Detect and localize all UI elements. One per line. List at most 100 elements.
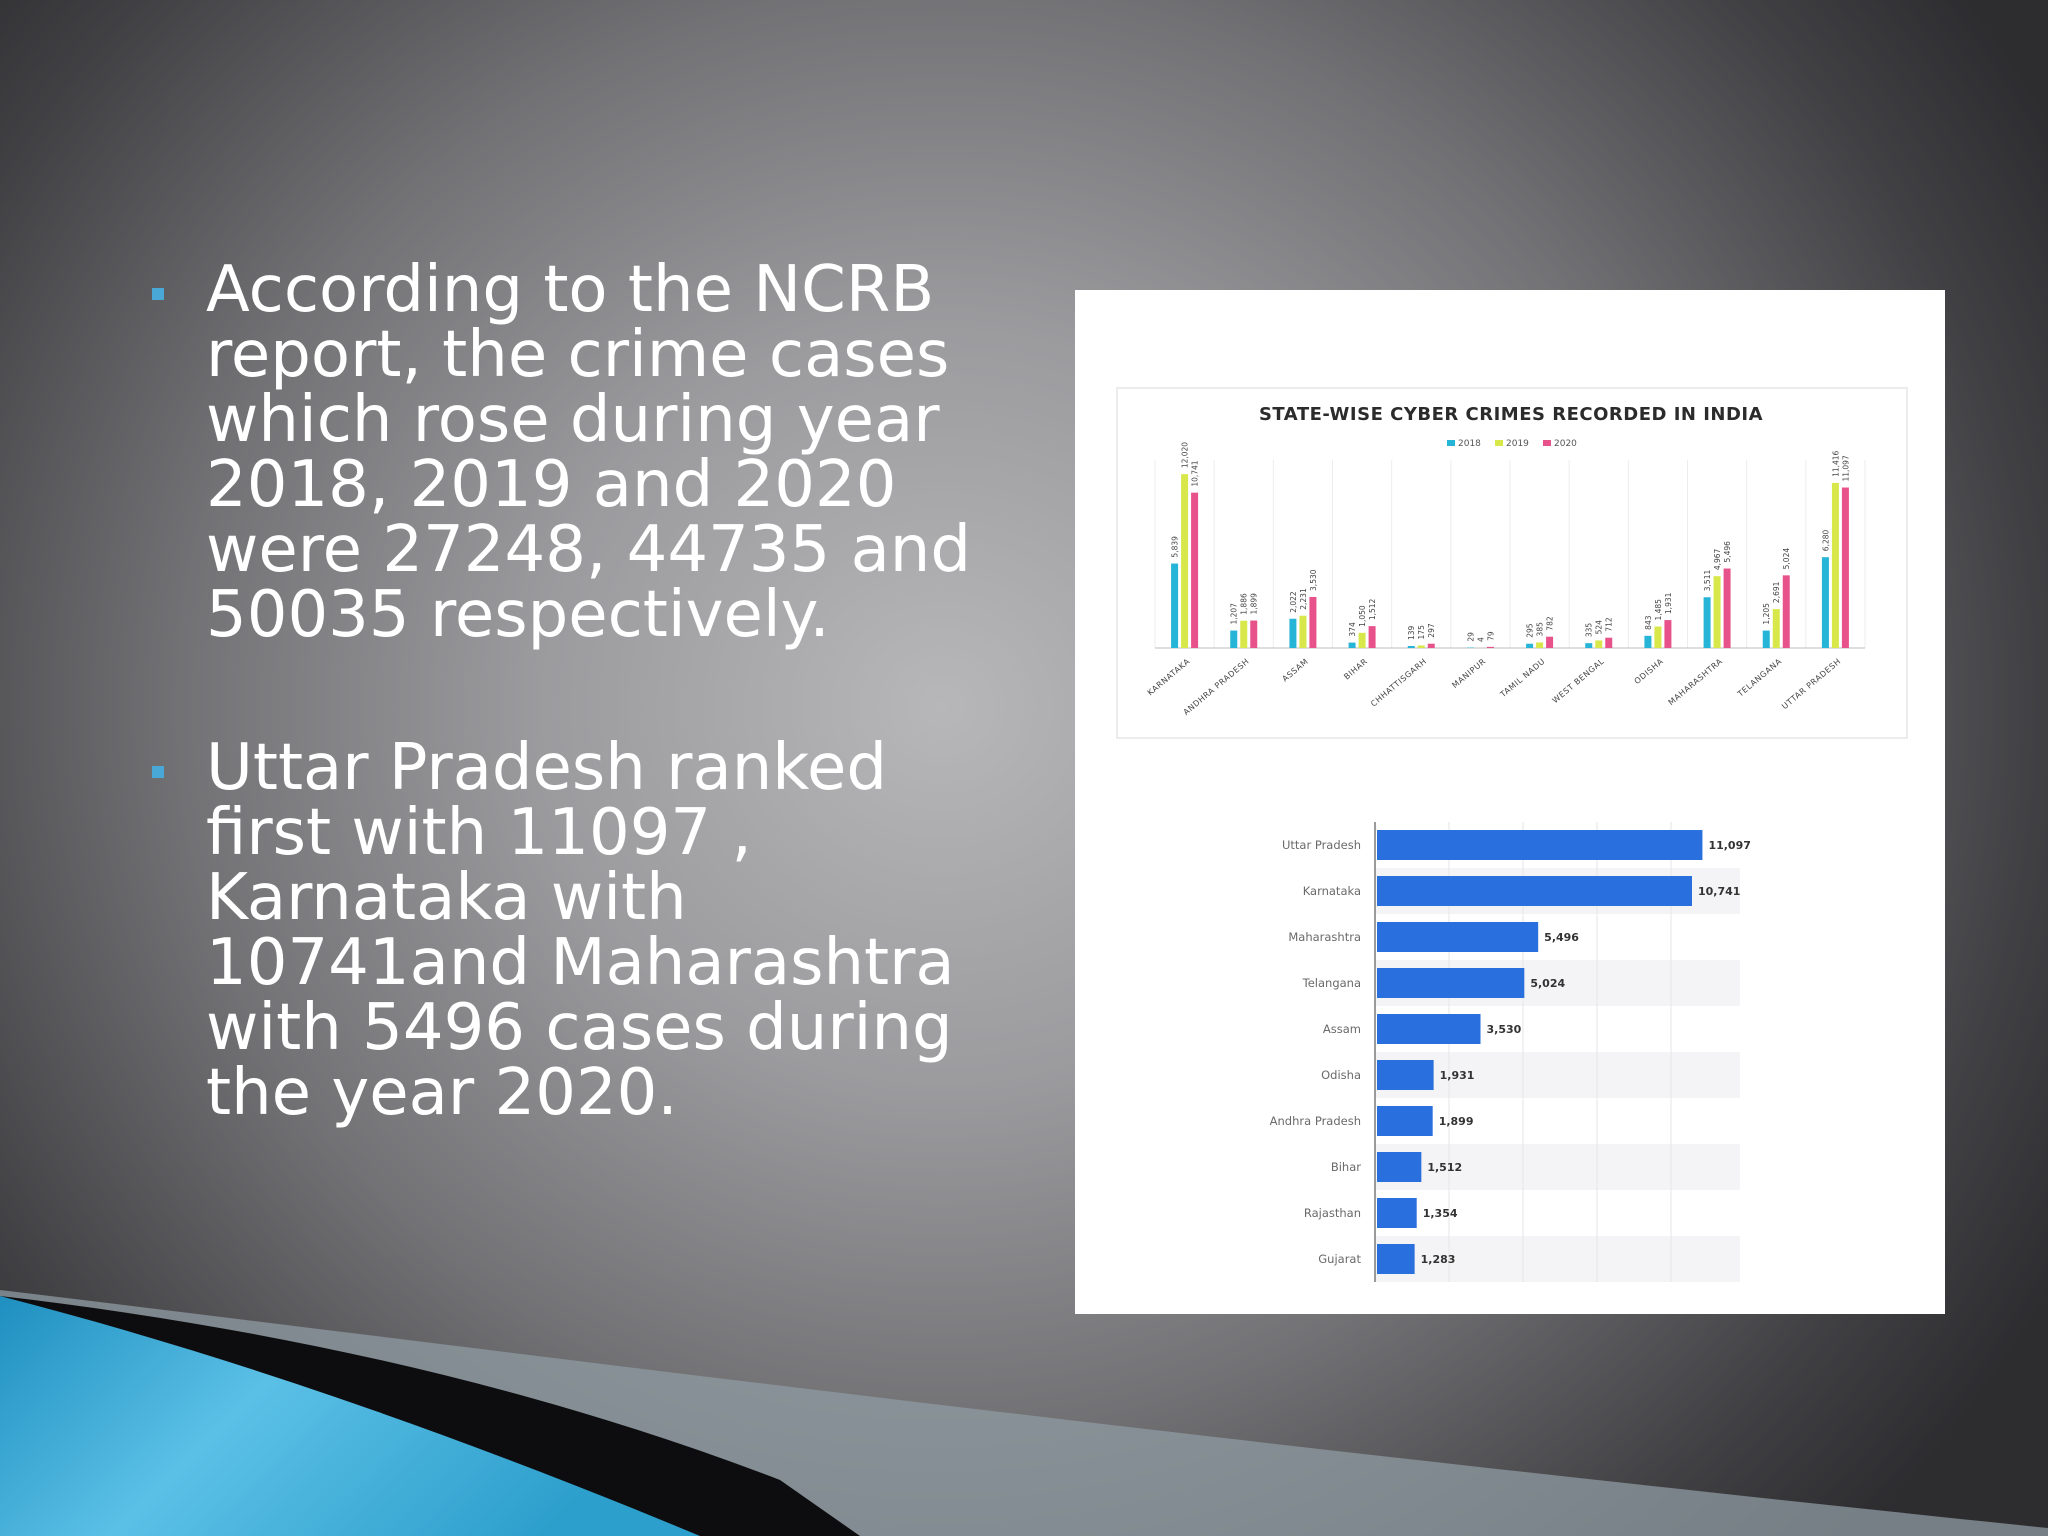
chart1-bar-2018 [1171,563,1179,648]
bullet-marker-icon [152,288,164,300]
chart1-tick-label: CHHATTISGARH [1369,657,1428,709]
chart1-data-label: 1,886 [1240,593,1249,615]
chart2-data-label: 5,024 [1530,977,1565,990]
chart1-bar-2020 [1191,492,1199,648]
chart2-data-label: 1,899 [1439,1115,1474,1128]
legend-swatch-2018 [1447,440,1455,446]
chart2-category-label: Telangana [1302,976,1361,990]
chart1-data-label: 6,280 [1821,529,1830,551]
chart2-category-label: Maharashtra [1288,930,1361,944]
chart1-data-label: 11,097 [1841,455,1850,481]
chart1-data-label: 1,205 [1762,603,1771,625]
chart1-data-label: 1,512 [1368,598,1377,620]
chart1-bar-2018 [1526,643,1534,648]
chart1-data-label: 1,931 [1664,592,1673,614]
chart2-row-band [1375,1236,1740,1282]
chart1-bar-2018 [1348,642,1356,648]
chart2-category-label: Odisha [1321,1068,1361,1082]
chart1-data-label: 374 [1348,622,1357,637]
chart1-bar-2018 [1644,635,1652,648]
chart1-data-label: 1,485 [1654,599,1663,621]
chart2-data-label: 1,931 [1440,1069,1475,1082]
chart1-data-label: 385 [1536,622,1545,637]
chart1-bar-2020 [1250,620,1258,648]
chart1-data-label: 175 [1417,625,1426,640]
bullet-text: According to the NCRB report, the crime … [206,253,971,652]
top-states-horizontal-bar-chart: Uttar Pradesh 11,097 Karnataka 10,741 Mahara… [1270,822,1751,1282]
chart1-data-label: 1,899 [1250,593,1259,615]
chart1-bar-2019 [1713,576,1721,648]
chart1-bar-2018 [1407,645,1415,648]
chart1-data-label: 79 [1486,631,1495,641]
chart1-title: STATE-WISE CYBER CRIMES RECORDED IN INDI… [1259,404,1763,425]
chart1-bar-2019 [1536,642,1544,648]
chart1-data-label: 11,416 [1831,450,1840,476]
chart2-category-label: Rajasthan [1304,1206,1361,1220]
chart1-bar-2020 [1782,575,1790,648]
chart1-data-label: 524 [1595,620,1604,635]
chart1-bar-2018 [1289,618,1297,648]
chart1-bar-2019 [1831,482,1839,648]
chart1-bar-2018 [1585,643,1593,648]
chart1-bar-2020 [1723,568,1731,648]
chart2-data-label: 1,283 [1421,1253,1456,1266]
chart1-bar-2019 [1595,640,1603,648]
chart1-bar-2020 [1841,487,1849,648]
legend-label-2020: 2020 [1554,439,1577,449]
chart1-bar-2020 [1664,620,1672,648]
chart1-bar-2019 [1358,632,1366,648]
chart2-bar [1377,1060,1434,1090]
decor-blue-swoosh [0,1296,700,1536]
chart2-bar [1377,1106,1433,1136]
chart1-data-label: 3,511 [1703,570,1712,592]
chart1-data-label: 1,050 [1358,605,1367,627]
chart1-data-label: 139 [1407,625,1416,640]
chart1-data-label: 712 [1605,617,1614,632]
chart1-data-label: 5,496 [1723,541,1732,563]
chart1-data-label: 782 [1546,616,1555,631]
chart1-data-label: 29 [1466,632,1475,642]
chart1-tick-label: TAMIL NADU [1498,657,1547,700]
chart2-bar [1377,1244,1415,1274]
chart1-bar-2019 [1181,474,1189,648]
chart1-bar-2020 [1605,637,1613,648]
chart1-bar-2019 [1240,620,1248,648]
chart1-bar-2018 [1703,597,1711,648]
chart1-bar-2020 [1368,626,1376,648]
chart1-data-label: 297 [1427,623,1436,638]
bullet-marker-icon [152,766,164,778]
chart1-data-label: 2,022 [1289,591,1298,613]
chart-panel: STATE-WISE CYBER CRIMES RECORDED IN INDI… [1075,290,1945,1314]
chart1-data-label: 2,231 [1299,588,1308,610]
chart2-bar [1377,876,1692,906]
chart1-tick-label: WEST BENGAL [1551,657,1606,706]
chart2-bar [1377,830,1703,860]
chart1-frame [1116,387,1908,739]
chart1-tick-label: ODISHA [1633,657,1666,686]
bullet-list: According to the NCRB report, the crime … [150,258,990,1214]
bullet-text: Uttar Pradesh ranked first with 11097 , … [206,731,955,1130]
chart1-tick-label: ANDHRA PRADESH [1182,657,1251,717]
chart1-bar-2020 [1427,643,1435,648]
chart2-category-label: Bihar [1331,1160,1361,1174]
chart1-tick-label: ASSAM [1281,657,1311,684]
chart1-bar-2018 [1230,630,1238,648]
chart2-bar [1377,1014,1481,1044]
chart1-bar-2019 [1299,615,1307,648]
chart1-data-label: 1,207 [1230,603,1239,625]
chart1-tick-label: MANIPUR [1450,657,1487,690]
chart1-data-label: 3,530 [1309,569,1318,591]
chart1-bar-2018 [1762,630,1770,648]
chart1-data-label: 12,020 [1181,442,1190,468]
chart1-data-label: 4,967 [1713,548,1722,570]
chart1-bar-2019 [1417,645,1425,648]
state-wise-grouped-bar-chart: STATE-WISE CYBER CRIMES RECORDED IN INDI… [1116,387,1908,1282]
chart1-data-label: 295 [1526,623,1535,638]
chart1-data-label: 5,024 [1782,548,1791,570]
chart1-data-label: 10,741 [1191,460,1200,486]
chart1-bar-2019 [1654,626,1662,648]
chart2-row-band [1375,1144,1740,1190]
chart1-bar-2020 [1546,636,1554,648]
